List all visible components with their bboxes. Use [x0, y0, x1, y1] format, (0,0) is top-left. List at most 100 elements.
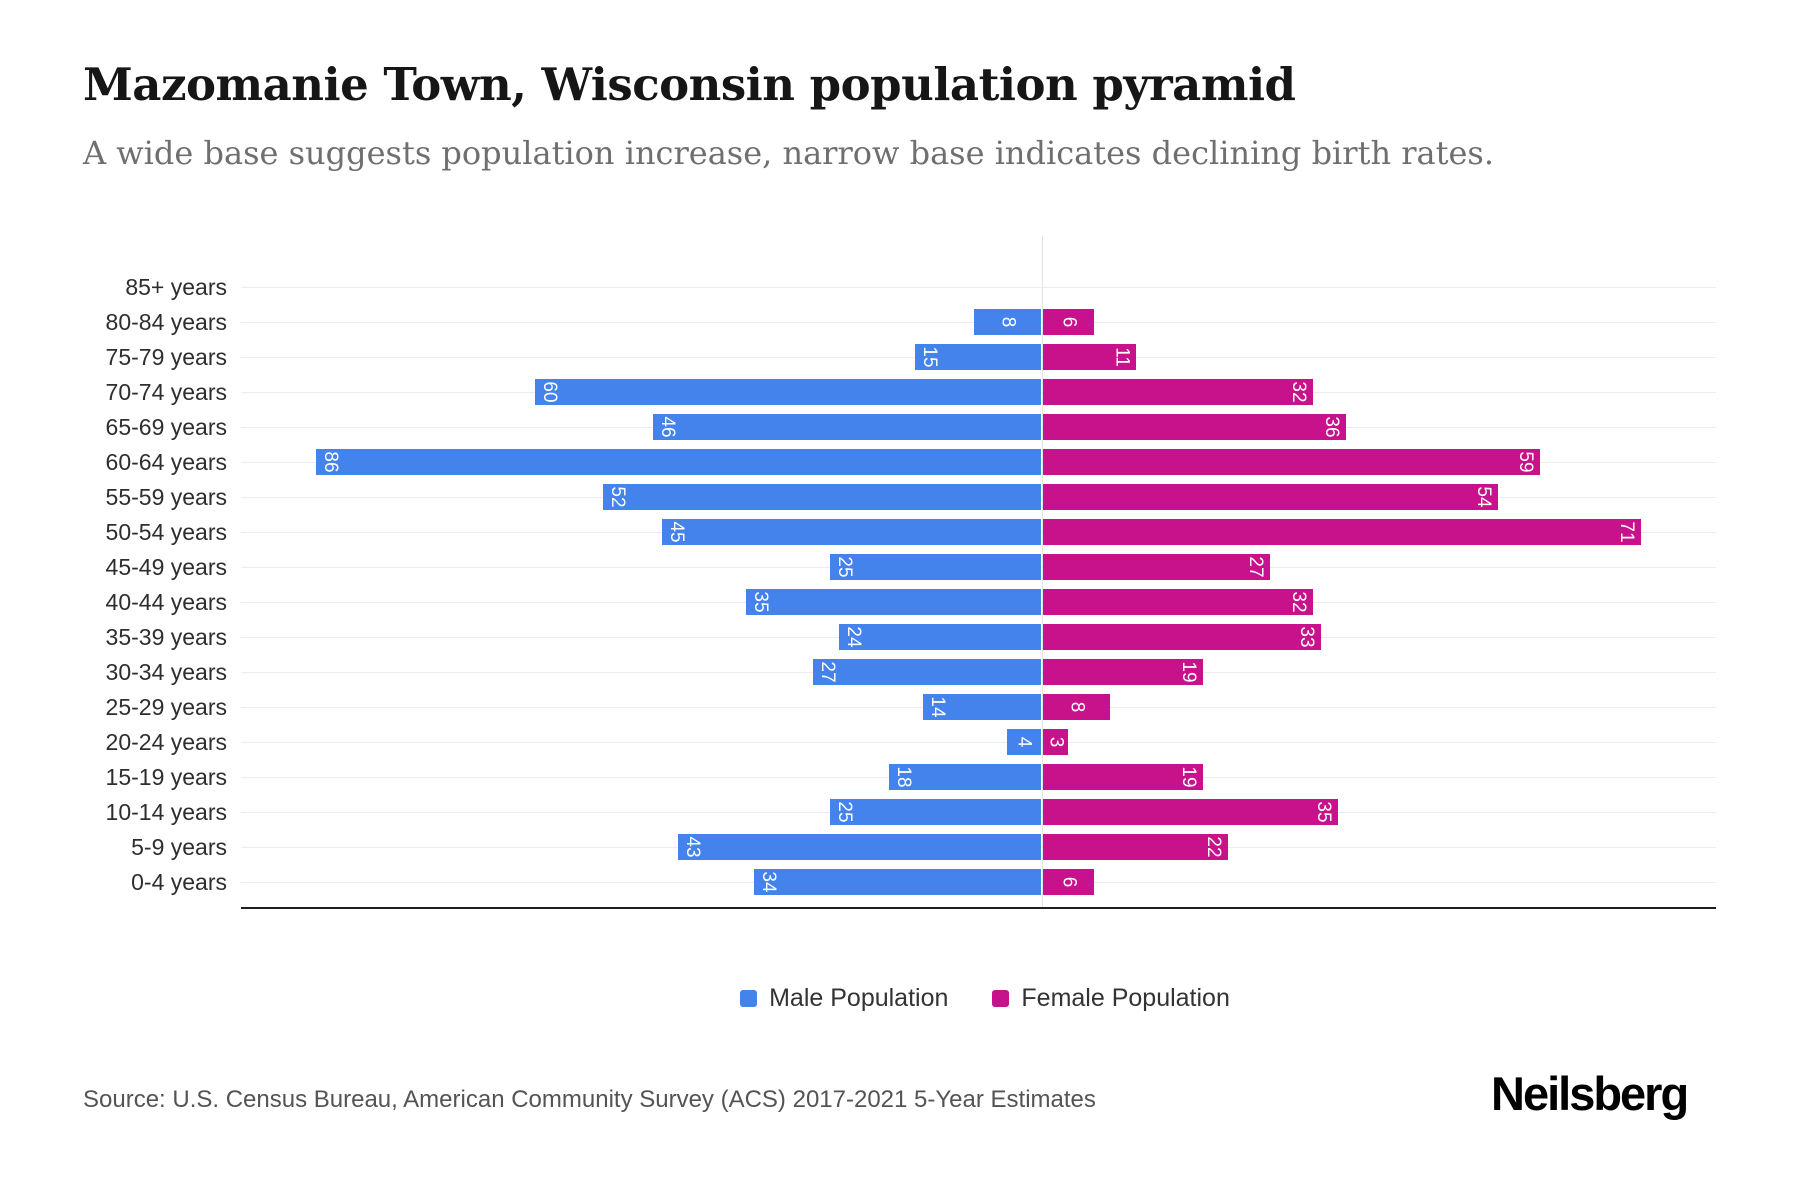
bar-value-label: 35 [1312, 801, 1334, 823]
bar-value-label: 14 [927, 696, 949, 718]
male-bar-20-24-years[interactable]: 4 [1007, 729, 1041, 755]
bar-value-label: 8 [997, 316, 1018, 328]
legend-item-female[interactable]: Female Population [992, 984, 1230, 1013]
female-bar-5-9-years[interactable]: 22 [1043, 834, 1228, 860]
age-axis-label: 15-19 years [105, 764, 227, 790]
bar-value-label: 4 [1013, 736, 1035, 748]
bar-value-label: 19 [1177, 766, 1199, 788]
chart-legend: Male Population Female Population [0, 984, 1800, 1013]
age-axis-label: 75-79 years [105, 344, 227, 370]
age-axis-label: 60-64 years [105, 449, 227, 475]
age-axis-label: 10-14 years [105, 799, 227, 825]
bar-value-label: 43 [682, 836, 704, 858]
female-bar-25-29-years[interactable]: 8 [1043, 694, 1110, 720]
bar-value-label: 59 [1514, 451, 1536, 473]
legend-label-female: Female Population [1021, 984, 1230, 1012]
bar-value-label: 15 [919, 346, 941, 368]
age-axis-label: 5-9 years [131, 834, 227, 860]
bar-value-label: 25 [834, 801, 856, 823]
bar-value-label: 86 [320, 451, 342, 473]
male-bar-5-9-years[interactable]: 43 [678, 834, 1041, 860]
age-axis-label: 80-84 years [105, 309, 227, 335]
female-bar-55-59-years[interactable]: 54 [1043, 484, 1498, 510]
age-axis-label: 20-24 years [105, 729, 227, 755]
neilsberg-logo: Neilsberg [1491, 1067, 1689, 1120]
bar-value-label: 60 [539, 381, 561, 403]
bar-value-label: 33 [1295, 626, 1317, 648]
bar-value-label: 11 [1111, 347, 1133, 367]
legend-item-male[interactable]: Male Population [740, 984, 948, 1013]
bar-value-label: 6 [1058, 876, 1079, 888]
female-bar-15-19-years[interactable]: 19 [1043, 764, 1203, 790]
gridline [241, 287, 1716, 288]
female-bar-60-64-years[interactable]: 59 [1043, 449, 1540, 475]
bar-value-label: 35 [750, 591, 772, 613]
bar-value-label: 36 [1320, 416, 1342, 438]
male-bar-15-19-years[interactable]: 18 [889, 764, 1041, 790]
age-axis-label: 30-34 years [105, 659, 227, 685]
bar-value-label: 22 [1202, 836, 1224, 858]
page-title: Mazomanie Town, Wisconsin population pyr… [83, 58, 1296, 111]
bar-value-label: 25 [834, 556, 856, 578]
x-axis-baseline [241, 907, 1716, 909]
male-bar-25-29-years[interactable]: 14 [923, 694, 1041, 720]
female-bar-30-34-years[interactable]: 19 [1043, 659, 1203, 685]
female-bar-0-4-years[interactable]: 6 [1043, 869, 1094, 895]
age-axis-label: 50-54 years [105, 519, 227, 545]
bar-value-label: 8 [1066, 701, 1087, 713]
bar-value-label: 54 [1472, 486, 1494, 508]
bar-value-label: 45 [666, 521, 688, 543]
female-bar-75-79-years[interactable]: 11 [1043, 344, 1136, 370]
age-axis-label: 40-44 years [105, 589, 227, 615]
female-bar-65-69-years[interactable]: 36 [1043, 414, 1346, 440]
age-axis-label: 55-59 years [105, 484, 227, 510]
male-bar-60-64-years[interactable]: 86 [316, 449, 1041, 475]
bar-value-label: 27 [1244, 556, 1266, 578]
bar-value-label: 6 [1058, 316, 1079, 328]
bar-value-label: 24 [843, 626, 865, 648]
gridline [241, 742, 1716, 743]
male-bar-75-79-years[interactable]: 15 [915, 344, 1041, 370]
bar-value-label: 52 [607, 486, 629, 508]
bar-value-label: 71 [1615, 521, 1637, 543]
female-bar-70-74-years[interactable]: 32 [1043, 379, 1313, 405]
bar-value-label: 3 [1045, 736, 1066, 748]
male-bar-30-34-years[interactable]: 27 [813, 659, 1041, 685]
bar-value-label: 32 [1287, 591, 1309, 613]
male-bar-40-44-years[interactable]: 35 [746, 589, 1041, 615]
female-bar-20-24-years[interactable]: 3 [1043, 729, 1068, 755]
male-bar-0-4-years[interactable]: 34 [754, 869, 1041, 895]
female-bar-45-49-years[interactable]: 27 [1043, 554, 1270, 580]
female-bar-50-54-years[interactable]: 71 [1043, 519, 1641, 545]
page-subtitle: A wide base suggests population increase… [83, 134, 1494, 172]
male-bar-70-74-years[interactable]: 60 [535, 379, 1041, 405]
male-bar-65-69-years[interactable]: 46 [653, 414, 1041, 440]
age-axis-label: 85+ years [125, 274, 227, 300]
age-axis-label: 25-29 years [105, 694, 227, 720]
bar-value-label: 46 [657, 416, 679, 438]
female-bar-80-84-years[interactable]: 6 [1043, 309, 1094, 335]
bar-value-label: 32 [1287, 381, 1309, 403]
male-bar-55-59-years[interactable]: 52 [603, 484, 1041, 510]
male-bar-35-39-years[interactable]: 24 [839, 624, 1041, 650]
age-axis-label: 0-4 years [131, 869, 227, 895]
male-bar-10-14-years[interactable]: 25 [830, 799, 1041, 825]
female-bar-10-14-years[interactable]: 35 [1043, 799, 1338, 825]
bar-value-label: 18 [893, 766, 915, 788]
bar-value-label: 34 [758, 871, 780, 893]
female-bar-40-44-years[interactable]: 32 [1043, 589, 1313, 615]
male-bar-80-84-years[interactable]: 8 [974, 309, 1041, 335]
female-series-swatch-icon [992, 990, 1010, 1007]
male-bar-45-49-years[interactable]: 25 [830, 554, 1041, 580]
bar-value-label: 27 [817, 661, 839, 683]
female-bar-35-39-years[interactable]: 33 [1043, 624, 1321, 650]
source-attribution: Source: U.S. Census Bureau, American Com… [83, 1086, 1096, 1113]
male-bar-50-54-years[interactable]: 45 [662, 519, 1041, 545]
legend-label-male: Male Population [769, 984, 949, 1012]
age-axis-label: 70-74 years [105, 379, 227, 405]
center-axis-line [1042, 236, 1043, 907]
age-axis-label: 65-69 years [105, 414, 227, 440]
age-axis-label: 45-49 years [105, 554, 227, 580]
